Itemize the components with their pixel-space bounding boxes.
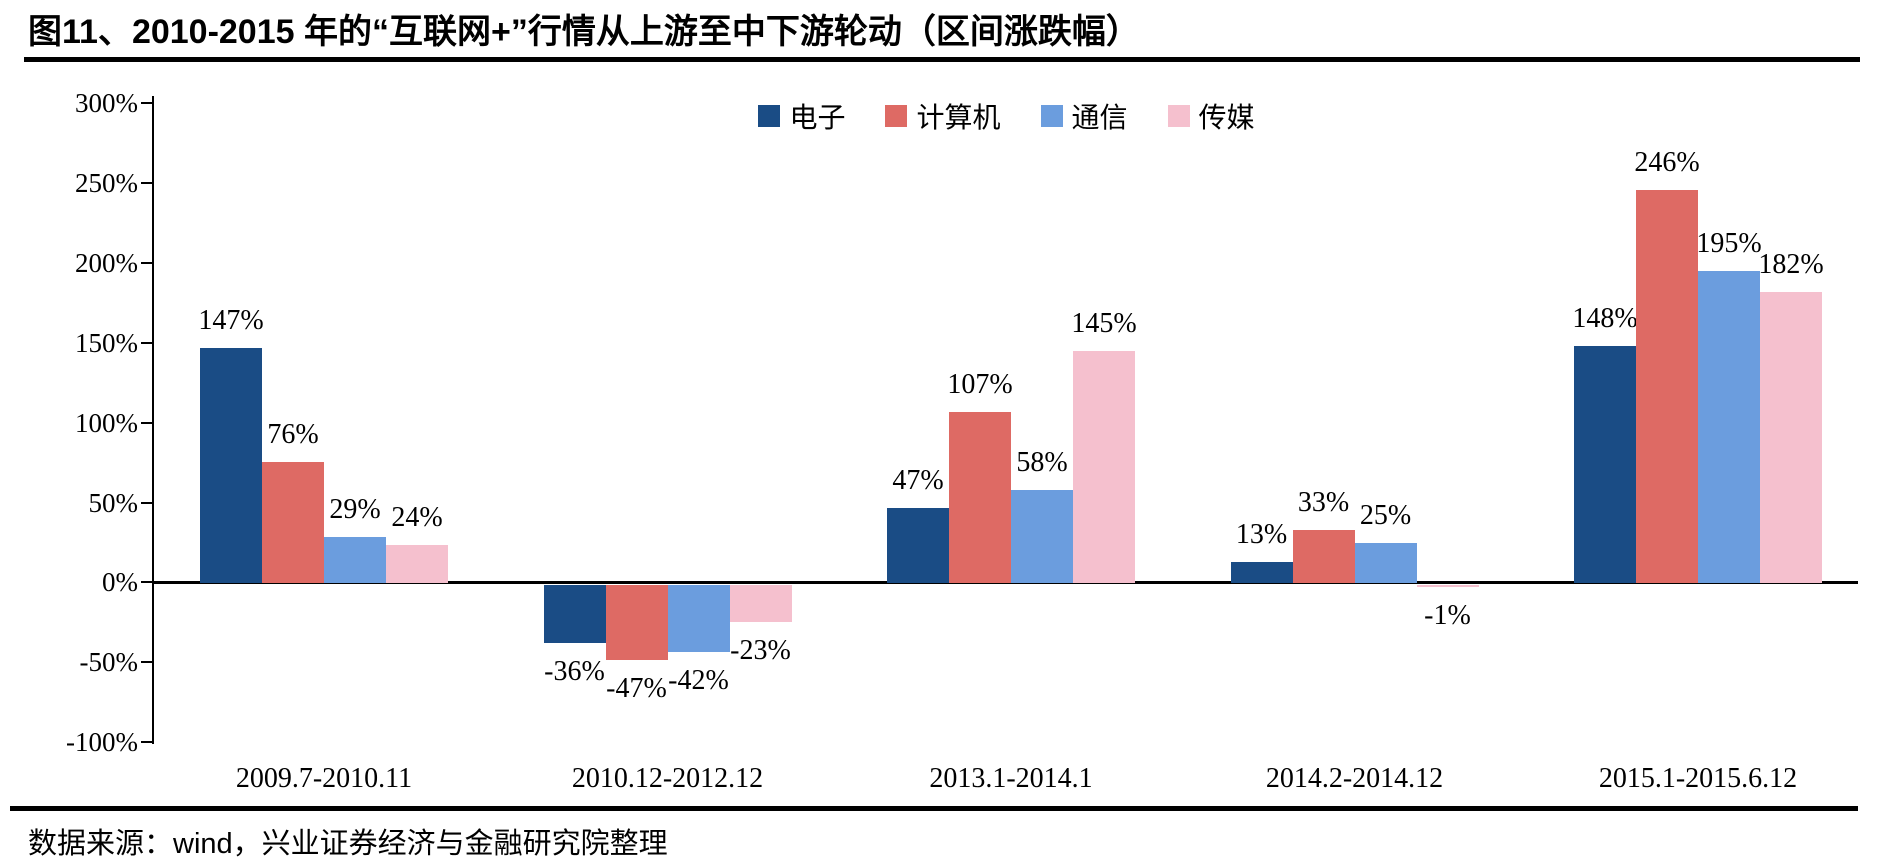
legend-item: 电子 [758,96,845,136]
bar [1416,585,1479,587]
title-divider-line [24,57,1860,62]
y-axis-tick-label: -50% [79,647,138,678]
bar-value-label: 145% [1071,308,1137,340]
y-axis-tick-label: 50% [88,487,139,518]
bar [729,585,792,622]
bar-value-label: 47% [892,464,944,496]
legend-item: 通信 [1040,96,1128,136]
legend-label: 通信 [1071,103,1128,134]
legend-swatch [1040,105,1063,127]
y-axis-tick [141,741,153,744]
y-axis-tick [141,102,153,104]
bar [543,585,606,643]
bar-value-label: 246% [1634,146,1700,178]
bar [887,507,949,583]
bar [1292,530,1355,583]
bar [386,544,448,583]
x-axis-category-label: 2009.7-2010.11 [235,763,413,794]
bar-value-label: 24% [391,501,443,533]
bar-value-label: 76% [267,418,319,450]
bar-value-label: 107% [947,369,1013,400]
bar-value-label: -42% [668,665,729,697]
bar-value-label: 147% [198,305,264,337]
x-axis-category-label: 2014.2-2014.12 [1265,763,1444,794]
y-axis-tick-label: 200% [75,247,138,278]
bar-value-label: 148% [1572,303,1638,335]
y-axis-tick [141,421,153,424]
y-axis-tick [141,581,153,584]
bar [1698,271,1760,583]
bar [667,585,730,653]
bar [1636,189,1698,583]
footer-divider-line [10,806,1858,811]
y-axis-tick [141,181,153,184]
legend-swatch [758,105,781,127]
bar [262,461,324,583]
bar [1011,490,1073,583]
legend-label: 传媒 [1198,103,1255,134]
y-axis-tick-label: 100% [75,407,138,438]
x-axis-category-label: 2015.1-2015.6.12 [1598,763,1798,794]
legend-swatch [885,105,908,127]
bar-value-label: 182% [1758,249,1824,281]
legend-label: 计算机 [916,103,1001,134]
bar [949,412,1011,583]
data-source-note: 数据来源：wind，兴业证券经济与金融研究院整理 [28,828,668,860]
y-axis-tick-label: 0% [102,567,138,598]
bar-value-label: 13% [1235,519,1288,551]
bar-value-label: 33% [1297,487,1350,519]
y-axis-tick-label: 300% [75,88,138,118]
y-axis-line [152,96,154,744]
bar [1230,562,1293,583]
chart-legend: 电子 计算机 通信 传媒 [153,96,1860,136]
y-axis-tick-label: 250% [75,167,138,198]
y-axis-tick [141,661,153,664]
bar-value-label: -1% [1424,600,1471,631]
bar-value-label: -47% [606,673,667,705]
y-axis-tick [141,261,153,264]
x-axis-category-label: 2013.1-2014.1 [929,763,1093,794]
bar [324,536,386,583]
bar-value-label: 29% [329,493,381,525]
bar-value-label: 58% [1016,447,1068,479]
bar [200,348,262,583]
page-title: 图11、2010-2015 年的“互联网+”行情从上游至中下游轮动（区间涨跌幅） [28,13,1140,51]
bar [1574,346,1636,583]
legend-label: 电子 [789,103,846,134]
bar-value-label: 25% [1359,500,1412,532]
legend-swatch [1167,105,1190,127]
bar [605,585,668,661]
bar [1354,543,1417,583]
bar-value-label: -36% [544,655,605,687]
y-axis-tick-label: -100% [66,727,138,758]
y-axis-tick-label: 150% [75,327,138,358]
chart: 电子 计算机 通信 传媒 300% 250% 200% 150% 100% 50% 0% -50% -… [0,60,1883,805]
bar [1073,351,1135,583]
legend-item: 计算机 [885,96,1001,136]
bar [1760,292,1822,583]
bar-value-label: 195% [1696,228,1762,260]
y-axis-tick [141,341,153,344]
bar-value-label: -23% [730,634,791,666]
y-axis-tick [141,501,153,504]
legend-item: 传媒 [1167,96,1255,136]
x-axis-category-label: 2010.12-2012.12 [571,763,764,794]
